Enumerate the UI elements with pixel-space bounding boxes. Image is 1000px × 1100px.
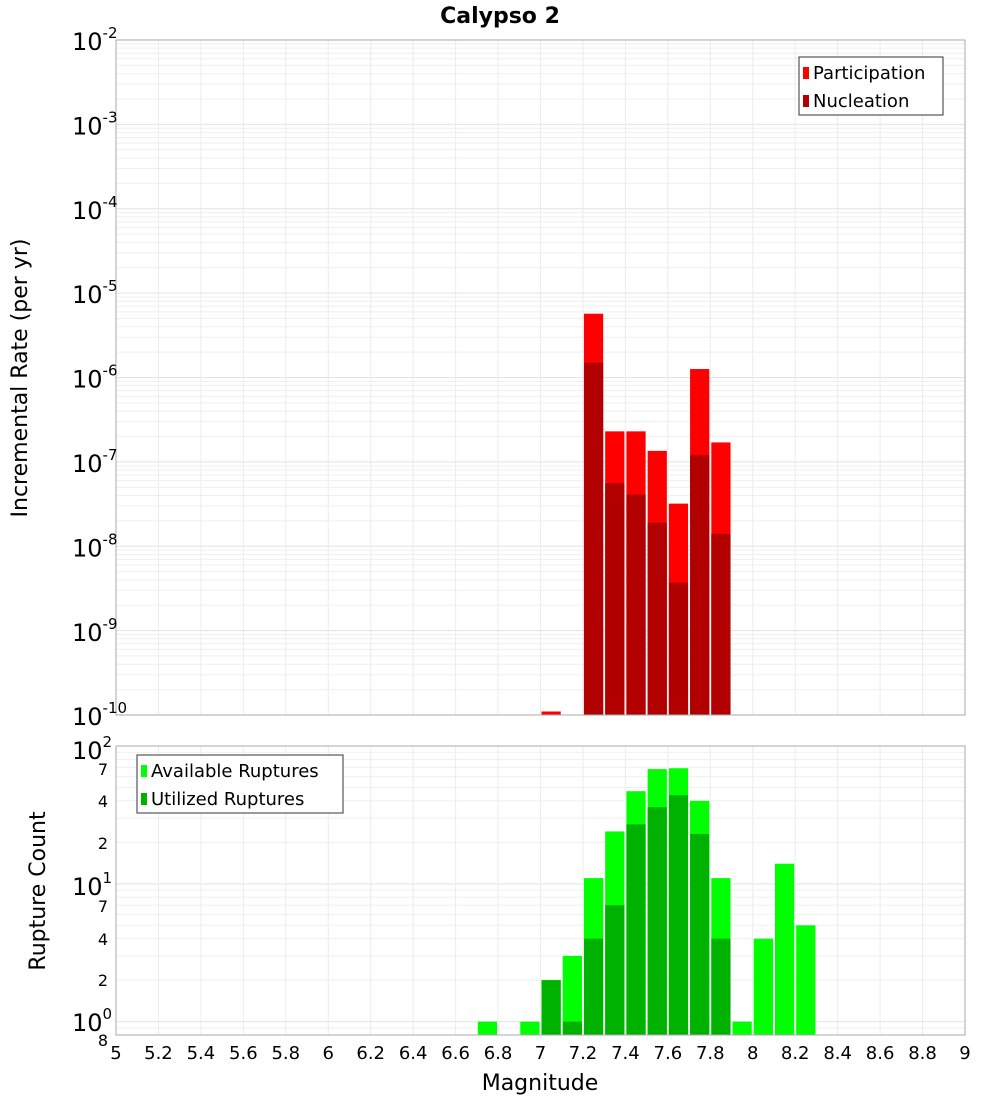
y-minor-tick-label: 8 [98,1031,108,1050]
bar-nucleation [668,582,689,715]
y-tick-exponent: 1 [103,869,113,887]
bar-nucleation [583,362,604,715]
x-tick-label: 6 [323,1043,334,1064]
bar-nucleation [626,494,646,715]
legend-swatch [141,765,147,777]
bar-available-ruptures [774,863,795,1035]
y-tick-exponent: -6 [103,362,118,380]
y-minor-tick-label: 7 [98,760,108,779]
x-tick-label: 8.8 [908,1043,937,1064]
y-tick-exponent: -7 [103,446,118,464]
bar-utilized-ruptures [711,938,731,1035]
bar-utilized-ruptures [626,824,646,1035]
x-tick-label: 6.6 [441,1043,470,1064]
y-tick-exponent: 2 [103,733,113,751]
legend-label: Available Ruptures [151,761,319,782]
legend: Participation Nucleation [798,56,944,116]
x-tick-label: 5.8 [271,1043,300,1064]
bar-nucleation [690,455,710,715]
bar-nucleation [711,533,731,715]
x-tick-label: 6.4 [399,1043,428,1064]
bar-available-ruptures [477,1021,498,1035]
bar-nucleation [647,522,667,715]
x-tick-label: 6.2 [356,1043,385,1064]
legend-label: Participation [813,63,925,84]
y-tick-exponent: -8 [103,530,118,548]
x-tick-label: 5.6 [229,1043,258,1064]
x-tick-label: 7.4 [611,1043,640,1064]
x-tick-label: 8.4 [823,1043,852,1064]
bar-available-ruptures [753,938,773,1035]
legend: Available Ruptures Utilized Ruptures [136,754,344,814]
x-tick-label: 8 [747,1043,758,1064]
bar-available-ruptures [796,925,816,1035]
x-tick-label: 7.8 [696,1043,725,1064]
bar-utilized-ruptures [690,833,710,1035]
x-tick-label: 9 [959,1043,970,1064]
y-tick-label: 10-10 [72,699,127,731]
plot-frame [115,745,966,1036]
y-minor-tick-label: 2 [98,971,108,990]
y-tick-label: 10-8 [72,530,118,562]
y-tick-exponent: -2 [103,24,118,42]
bar-nucleation [605,483,625,715]
y-tick-exponent: -3 [103,108,118,126]
bar-utilized-ruptures [647,807,667,1035]
legend-swatch [141,793,147,805]
x-tick-label: 7 [535,1043,546,1064]
y-tick-label: 10-6 [72,362,118,394]
y-tick-exponent: -10 [103,699,128,717]
bar-utilized-ruptures [605,905,625,1035]
y-tick-exponent: -9 [103,615,118,633]
legend-box [798,56,944,116]
y-tick-exponent: -4 [103,193,118,211]
bar-available-ruptures [562,955,582,1035]
top-y-axis-label: Incremental Rate (per yr) [8,239,33,518]
legend-swatch [803,67,809,79]
x-tick-label: 6.8 [484,1043,513,1064]
plot-frame [115,39,966,716]
bar-participation [541,711,561,715]
y-tick-label: 10-3 [72,108,118,140]
y-tick-label: 10-5 [72,277,118,309]
bar-available-ruptures [520,1021,540,1035]
x-axis-label: Magnitude [482,1071,599,1096]
x-tick-label: 5 [110,1043,121,1064]
y-tick-label: 10-7 [72,446,118,478]
y-minor-tick-label: 7 [98,897,108,916]
x-tick-label: 8.2 [781,1043,810,1064]
y-tick-label: 10-9 [72,615,118,647]
chart-title: Calypso 2 [440,4,560,29]
x-tick-label: 7.6 [654,1043,683,1064]
y-minor-tick-label: 4 [98,792,108,811]
legend-box [136,754,344,814]
x-tick-label: 8.6 [866,1043,895,1064]
x-tick-label: 5.4 [187,1043,216,1064]
legend-swatch [803,95,809,107]
bottom-y-axis-label: Rupture Count [26,811,51,971]
y-minor-tick-label: 4 [98,930,108,949]
y-tick-exponent: 0 [103,1005,113,1023]
bar-utilized-ruptures [668,795,689,1035]
legend-label: Utilized Ruptures [151,789,304,810]
bar-utilized-ruptures [562,1021,582,1035]
x-tick-label: 5.2 [144,1043,173,1064]
top-plot: Participation Nucleation 10-2 10-3 10-4 10-5 1… [72,24,966,731]
bar-utilized-ruptures [583,938,604,1035]
x-tick-label: 7.2 [569,1043,598,1064]
y-minor-tick-label: 2 [98,834,108,853]
y-tick-label: 10-4 [72,193,118,225]
y-tick-label: 10-2 [72,24,118,56]
bar-available-ruptures [732,1021,752,1035]
bar-utilized-ruptures [541,980,561,1035]
y-tick-exponent: -5 [103,277,118,295]
legend-label: Nucleation [813,91,909,112]
